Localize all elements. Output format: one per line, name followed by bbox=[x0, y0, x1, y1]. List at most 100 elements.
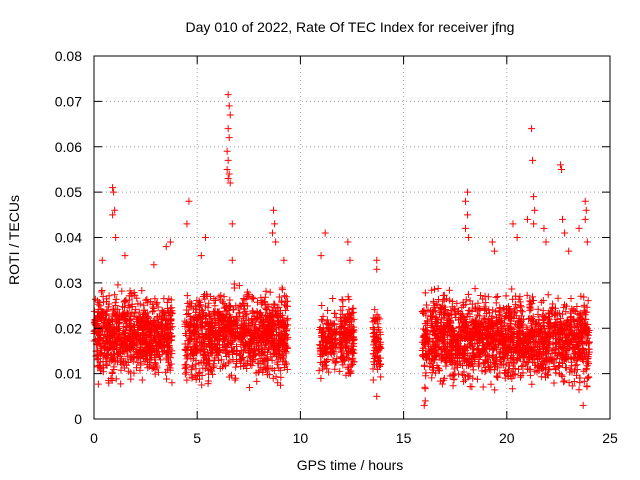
data-point bbox=[121, 364, 129, 372]
data-point bbox=[95, 340, 103, 348]
data-point bbox=[126, 287, 134, 295]
data-point bbox=[157, 356, 165, 364]
x-tick-label: 10 bbox=[293, 430, 309, 446]
data-point bbox=[166, 238, 174, 246]
data-point bbox=[94, 352, 102, 360]
data-point bbox=[225, 102, 233, 110]
data-point bbox=[488, 238, 496, 246]
data-point bbox=[518, 308, 526, 316]
data-point bbox=[167, 296, 175, 304]
data-point bbox=[99, 320, 107, 328]
data-point bbox=[162, 368, 170, 376]
data-point bbox=[233, 332, 241, 340]
data-point bbox=[277, 373, 285, 381]
data-point bbox=[153, 299, 161, 307]
data-point bbox=[125, 292, 133, 300]
data-point bbox=[478, 367, 486, 375]
data-point bbox=[281, 361, 289, 369]
data-point bbox=[100, 343, 108, 351]
data-point bbox=[94, 380, 102, 388]
data-point bbox=[144, 314, 152, 322]
data-point bbox=[94, 308, 102, 316]
data-point bbox=[98, 309, 106, 317]
data-point bbox=[113, 335, 121, 343]
data-point bbox=[168, 323, 176, 331]
data-point bbox=[494, 292, 502, 300]
data-point bbox=[220, 334, 228, 342]
data-point bbox=[462, 224, 470, 232]
data-point bbox=[325, 368, 333, 376]
data-point bbox=[280, 347, 288, 355]
data-point bbox=[222, 362, 230, 370]
data-point bbox=[162, 243, 170, 251]
data-point bbox=[223, 147, 231, 155]
data-point bbox=[99, 358, 107, 366]
data-point bbox=[126, 345, 134, 353]
data-point bbox=[344, 238, 352, 246]
data-point bbox=[193, 338, 201, 346]
data-point bbox=[565, 379, 573, 387]
data-point bbox=[234, 320, 242, 328]
data-point bbox=[112, 295, 120, 303]
data-point bbox=[96, 331, 104, 339]
data-point bbox=[270, 206, 278, 214]
data-point bbox=[268, 365, 276, 373]
data-point bbox=[272, 373, 280, 381]
data-point bbox=[148, 341, 156, 349]
data-point bbox=[224, 125, 232, 133]
data-point bbox=[126, 315, 134, 323]
data-point bbox=[182, 363, 190, 371]
data-point bbox=[421, 397, 429, 405]
data-point bbox=[282, 293, 290, 301]
data-point bbox=[152, 320, 160, 328]
data-point bbox=[323, 316, 331, 324]
data-point bbox=[280, 353, 288, 361]
data-point bbox=[490, 247, 498, 255]
data-point bbox=[189, 348, 197, 356]
data-point bbox=[449, 382, 457, 390]
data-point bbox=[103, 362, 111, 370]
data-point bbox=[269, 229, 277, 237]
data-point bbox=[265, 337, 273, 345]
data-point bbox=[421, 383, 429, 391]
data-point bbox=[222, 347, 230, 355]
data-point bbox=[369, 376, 377, 384]
data-point bbox=[225, 340, 233, 348]
data-point bbox=[154, 315, 162, 323]
data-point bbox=[211, 302, 219, 310]
data-point bbox=[557, 165, 565, 173]
data-point bbox=[464, 188, 472, 196]
data-point bbox=[111, 299, 119, 307]
data-point bbox=[128, 308, 136, 316]
data-point bbox=[513, 234, 521, 241]
data-point bbox=[164, 356, 172, 364]
data-point bbox=[281, 335, 289, 343]
data-point bbox=[98, 256, 106, 264]
data-point bbox=[201, 234, 209, 241]
data-point bbox=[373, 265, 381, 273]
data-point bbox=[119, 348, 127, 356]
data-point bbox=[107, 375, 115, 383]
data-point bbox=[94, 313, 102, 321]
data-point bbox=[228, 256, 236, 264]
data-point bbox=[233, 357, 241, 365]
data-point bbox=[205, 370, 213, 378]
data-point bbox=[274, 320, 282, 328]
data-point bbox=[168, 347, 176, 355]
data-point bbox=[115, 349, 123, 357]
data-point bbox=[228, 220, 236, 228]
data-point bbox=[482, 305, 490, 313]
data-point bbox=[110, 366, 118, 374]
data-point bbox=[346, 256, 354, 264]
data-point bbox=[232, 374, 240, 382]
data-point bbox=[530, 220, 538, 228]
data-point bbox=[122, 312, 130, 320]
data-point bbox=[104, 303, 112, 311]
data-point bbox=[318, 301, 326, 309]
data-point bbox=[434, 296, 442, 304]
data-point bbox=[245, 290, 253, 298]
data-point bbox=[193, 305, 201, 313]
data-point bbox=[492, 299, 500, 307]
data-point bbox=[99, 310, 107, 318]
data-point bbox=[133, 331, 141, 339]
